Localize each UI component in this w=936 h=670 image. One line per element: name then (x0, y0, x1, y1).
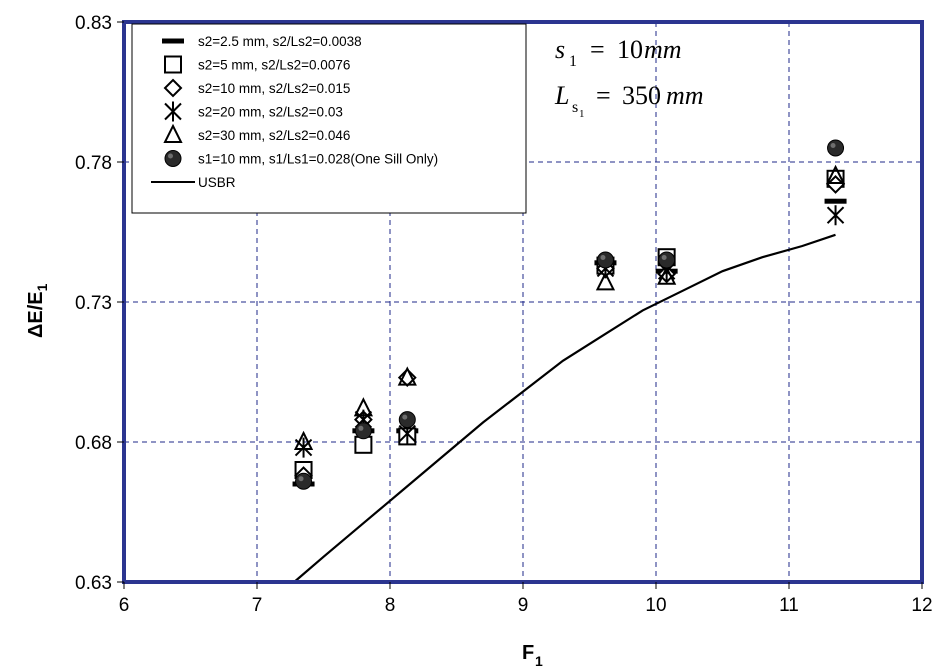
x-tick-label: 12 (911, 595, 932, 616)
data-point-dash (824, 198, 847, 204)
annotation-s1-var: s (555, 35, 565, 64)
data-point-star (826, 205, 845, 226)
legend-box (131, 23, 527, 214)
legend-label: s2=20 mm, s2/Ls2=0.03 (198, 105, 343, 120)
annotation-s1-unit: mm (644, 35, 682, 64)
marker-circle (398, 411, 416, 429)
data-point-star (294, 437, 313, 458)
marker-star (294, 437, 313, 458)
legend-label: s2=30 mm, s2/Ls2=0.046 (198, 128, 350, 143)
annotation: s 1 = 10 mm L s 1 = 350 mm (554, 35, 704, 120)
marker-circle (354, 422, 372, 440)
legend-symbol-dash (162, 38, 184, 44)
y-tick-label: 0.83 (75, 13, 112, 34)
marker-circle (295, 472, 313, 490)
x-tick-label: 9 (518, 595, 529, 616)
x-axis-title-sub: 1 (535, 653, 543, 669)
marker-circle (164, 150, 182, 167)
data-point-circle (596, 251, 614, 269)
x-tick-label: 7 (252, 595, 263, 616)
annotation-ls-eq: = (596, 81, 611, 110)
marker-triangle (397, 366, 417, 386)
x-axis-title: F 1 (522, 642, 543, 669)
y-tick-label: 0.68 (75, 433, 112, 454)
data-point-triangle (397, 366, 417, 386)
annotation-s1-eq: = (590, 35, 605, 64)
marker-circle-shine (661, 255, 667, 260)
marker-diamond (826, 174, 845, 194)
annotation-ls-var: L (554, 81, 569, 110)
usbr-curve-layer (293, 233, 836, 583)
x-tick-label: 8 (385, 595, 396, 616)
marker-triangle (825, 164, 846, 184)
tick-labels: 6 7 8 9 10 11 120.630.680.730.780.83 (75, 13, 933, 616)
marker-circle (827, 139, 845, 157)
marker-triangle (595, 271, 616, 291)
marker-circle-shine (298, 476, 304, 482)
data-point-triangle (825, 164, 846, 184)
annotation-s1-sub: 1 (569, 53, 577, 70)
annotation-ls-sub: s (572, 99, 578, 116)
marker-star (826, 205, 845, 226)
annotation-ls-value: 350 (622, 81, 661, 110)
marker-star (164, 101, 182, 122)
data-point-triangle (657, 265, 677, 285)
annotation-s1-value: 10 (617, 35, 643, 64)
series-line-usbr (293, 233, 836, 583)
data-point-triangle (595, 271, 616, 291)
data-point-circle (295, 472, 313, 490)
marker-diamond (163, 78, 183, 98)
marker-triangle (353, 397, 374, 417)
y-axis-title-sub: 1 (34, 283, 50, 291)
annotation-ls-subsub: 1 (579, 108, 585, 120)
marker-circle (658, 251, 676, 269)
marker-triangle (657, 265, 677, 285)
marker-triangle (163, 123, 183, 143)
legend-symbol-diamond (163, 78, 183, 98)
marker-circle-shine (830, 143, 836, 148)
marker-triangle (293, 430, 314, 450)
x-tick-label: 11 (779, 595, 799, 616)
y-tick-label: 0.78 (75, 153, 112, 174)
data-point-circle (827, 139, 845, 157)
data-point-diamond (826, 174, 845, 194)
data-point-circle (658, 251, 676, 269)
data-point-circle (398, 411, 416, 429)
data-points (292, 139, 847, 490)
y-axis-title: ΔE/E1 (25, 283, 50, 338)
legend-symbol-square (164, 55, 182, 74)
y-axis-title-text: ΔE/E1 (25, 283, 50, 338)
y-tick-label: 0.63 (75, 573, 112, 594)
legend-label: s2=5 mm, s2/Ls2=0.0076 (198, 58, 350, 73)
data-point-circle (354, 422, 372, 440)
x-tick-label: 10 (645, 595, 666, 616)
data-point-triangle (293, 430, 314, 450)
x-tick-label: 6 (119, 595, 130, 616)
marker-dash (162, 38, 184, 44)
legend-symbol-triangle (163, 123, 183, 143)
y-axis-title-main: ΔE/E (25, 291, 47, 338)
legend-symbol-circle (164, 150, 182, 167)
marker-circle-shine (402, 414, 408, 420)
x-axis-title-main: F (522, 642, 534, 664)
marker-circle-shine (168, 153, 173, 159)
marker-circle-shine (600, 255, 606, 260)
legend-symbol-star (164, 101, 182, 122)
legend-label: s2=2.5 mm, s2/Ls2=0.0038 (198, 34, 362, 49)
y-tick-label: 0.73 (75, 293, 112, 314)
legend-label: s2=10 mm, s2/Ls2=0.015 (198, 81, 350, 96)
marker-dash (824, 198, 847, 204)
marker-square (164, 55, 182, 74)
annotation-ls-unit: mm (666, 81, 704, 110)
data-point-triangle (353, 397, 374, 417)
marker-circle (596, 251, 614, 269)
legend-label: s1=10 mm, s1/Ls1=0.028(One Sill Only) (198, 152, 438, 167)
legend: s2=2.5 mm, s2/Ls2=0.0038 s2=5 mm, s2/Ls2=… (131, 23, 527, 214)
legend-label: USBR (198, 175, 236, 190)
marker-circle-shine (358, 425, 364, 431)
